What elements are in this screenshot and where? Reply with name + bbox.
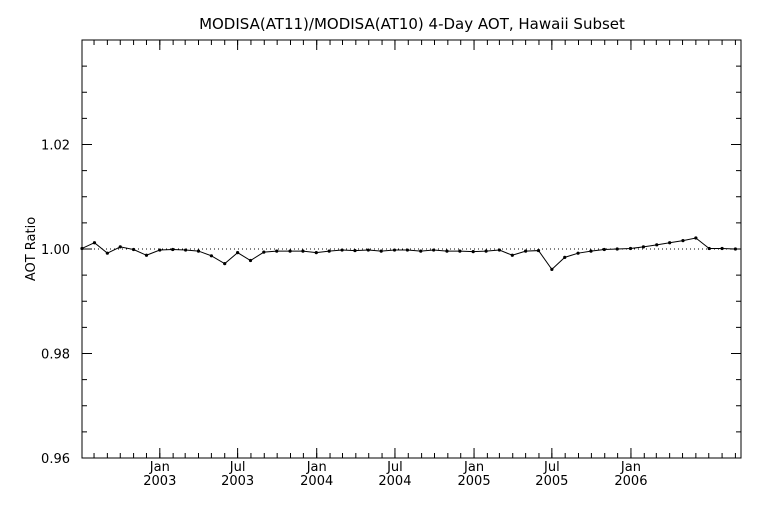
x-tick-month-label: Jan: [149, 460, 170, 475]
data-point: [615, 247, 619, 251]
data-point: [184, 248, 188, 252]
chart-title: MODISA(AT11)/MODISA(AT10) 4-Day AOT, Haw…: [199, 15, 625, 33]
data-point: [196, 249, 201, 253]
data-point: [314, 251, 318, 255]
data-point: [353, 248, 357, 253]
x-tick-year-label: 2005: [535, 474, 568, 489]
y-tick-label: 0.96: [41, 452, 70, 467]
axes: 0.960.981.001.02Jan2003Jul2003Jan2004Jul…: [41, 39, 741, 489]
data-point: [510, 253, 514, 257]
data-point: [576, 251, 580, 255]
x-tick-month-label: Jan: [620, 460, 641, 475]
series-layer: [80, 236, 738, 271]
data-point: [720, 246, 724, 251]
x-tick-month-label: Jan: [463, 460, 484, 475]
data-point: [301, 249, 305, 253]
data-point: [681, 239, 685, 243]
y-axis-label: AOT Ratio: [24, 217, 39, 281]
y-tick-label: 0.98: [41, 348, 70, 363]
x-tick-year-label: 2004: [378, 474, 411, 489]
data-point: [484, 249, 488, 253]
data-point: [733, 247, 738, 251]
data-point: [602, 247, 606, 252]
data-point: [171, 247, 175, 252]
data-point: [694, 236, 698, 240]
plot-frame: [81, 39, 742, 459]
data-point: [563, 255, 567, 259]
data-point: [641, 245, 646, 249]
y-tick-label: 1.00: [41, 243, 70, 258]
data-point: [144, 253, 149, 257]
data-point: [158, 248, 162, 252]
data-point: [628, 246, 633, 251]
data-point: [248, 258, 253, 263]
data-point: [589, 249, 593, 253]
data-point: [445, 249, 449, 253]
data-point: [458, 249, 462, 253]
data-point: [327, 249, 331, 253]
data-point: [536, 248, 541, 253]
data-point: [262, 250, 266, 254]
data-point: [405, 248, 410, 252]
data-point: [275, 249, 279, 253]
data-point: [118, 245, 122, 249]
data-point: [131, 247, 136, 252]
data-point: [419, 249, 423, 253]
data-point: [392, 248, 397, 252]
x-tick-year-label: 2003: [221, 474, 254, 489]
x-tick-year-label: 2005: [458, 474, 491, 489]
x-tick-year-label: 2003: [143, 474, 176, 489]
series-line: [81, 237, 736, 271]
data-point: [550, 267, 554, 271]
data-point: [497, 248, 502, 252]
data-point: [236, 251, 240, 255]
data-point: [707, 246, 711, 251]
data-point: [209, 254, 213, 258]
data-point: [288, 249, 292, 253]
data-point: [432, 248, 436, 252]
x-tick-month-label: Jan: [306, 460, 327, 475]
x-tick-month-label: Jul: [543, 460, 560, 475]
data-point: [655, 243, 659, 247]
data-point: [223, 262, 227, 266]
data-point: [340, 248, 344, 252]
data-point: [379, 249, 383, 253]
x-tick-year-label: 2006: [614, 474, 647, 489]
data-point: [366, 248, 370, 252]
x-tick-month-label: Jul: [386, 460, 403, 475]
y-tick-label: 1.02: [41, 139, 70, 154]
x-tick-year-label: 2004: [300, 474, 333, 489]
data-point: [105, 251, 109, 255]
data-point: [471, 250, 475, 254]
data-point: [668, 241, 672, 245]
data-point: [524, 249, 528, 253]
data-point: [92, 241, 97, 245]
x-tick-month-label: Jul: [229, 460, 246, 475]
